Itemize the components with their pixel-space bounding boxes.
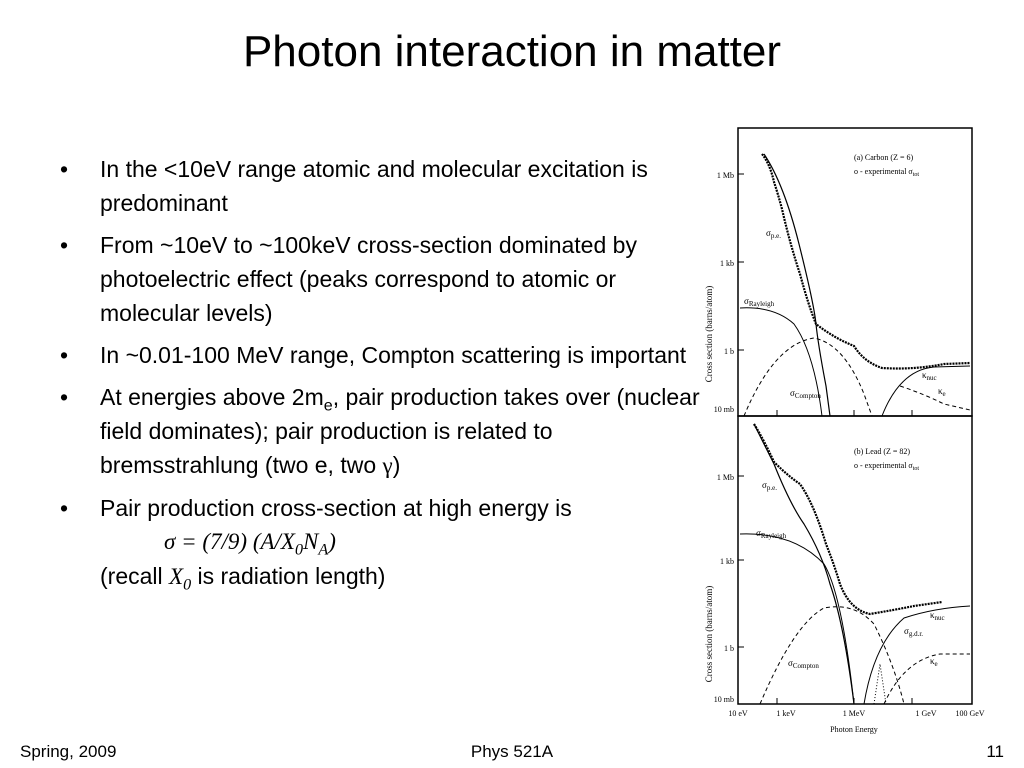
bullet-item: • From ~10eV to ~100keV cross-section do… [60,228,700,330]
label-photoelectric: σp.e. [766,228,781,240]
formula-subscript: A [318,541,329,559]
xtick-label: 1 GeV [915,709,936,718]
formula-part: ) [328,529,336,554]
bullet-item: • In the <10eV range atomic and molecula… [60,152,700,220]
panel-b-title: (b) Lead (Z = 82) [854,447,910,456]
experimental-total-curve [753,423,943,616]
ytick-label: 1 b [724,347,734,356]
label-kappa-e: κe [938,386,946,398]
panel-b-curves [739,423,971,705]
recall-text: is radiation length) [191,563,386,589]
footer-page-number: 11 [986,742,1004,761]
footer-date: Spring, 2009 [20,742,117,761]
kappa-nuc-curve [863,605,971,705]
bullet-text-part: At energies above 2m [100,384,324,410]
formula-part: σ = (7/9) (A/X [164,529,295,554]
bullet-marker: • [60,342,69,368]
compton-curve [759,606,905,705]
kappa-e-curve [899,385,971,411]
bullet-marker: • [60,495,69,521]
axis-ticks [738,173,913,704]
label-kappa-nuc: κnuc [922,370,937,382]
bullet-item: • At energies above 2me, pair production… [60,380,700,483]
bullet-text: In the <10eV range atomic and molecular … [100,156,648,216]
electron-mass-subscript: e [323,396,333,415]
figure-xlabel: Photon Energy [830,725,878,734]
panel-a-title: (a) Carbon (Z = 6) [854,153,913,162]
radiation-length-subscript: 0 [183,576,192,594]
bullet-text-part: ) [392,452,401,478]
label-compton: σCompton [788,658,819,670]
ytick-label: 1 kb [720,259,734,268]
bullet-text-part: , pair production takes over (nuclear fi… [100,384,700,478]
label-compton: σCompton [790,388,821,400]
recall-text: (recall [100,563,170,589]
label-kappa-e: κe [930,656,938,668]
slide-title: Photon interaction in matter [242,27,782,76]
xtick-label: 1 keV [776,709,796,718]
figure-ylabel: Cross section (barns/atom) [704,286,714,382]
panel-b-legend: o - experimental σtot [854,461,919,472]
radiation-length-symbol: X [169,564,184,589]
rayleigh-curve [739,533,855,705]
formula-subscript: 0 [294,541,304,559]
cross-section-figure: Cross section (barns/atom) Cross section… [704,127,985,734]
bullet-text: In ~0.01-100 MeV range, Compton scatteri… [100,342,687,368]
xtick-label: 1 MeV [843,709,866,718]
ytick-label: 1 kb [720,557,734,566]
recall-note: (recall X0 is radiation length) [100,563,386,593]
label-kappa-nuc: κnuc [930,610,945,622]
panel-a-curves [739,153,971,417]
rayleigh-curve [739,307,823,417]
xtick-label: 10 eV [728,709,748,718]
ytick-label: 10 mb [714,695,734,704]
ytick-label: 1 b [724,644,734,653]
panel-a-legend: o - experimental σtot [854,167,919,178]
pair-production-formula: σ = (7/9) (A/X0NA) [100,525,700,559]
formula-part: N [303,529,319,554]
bullet-item: • In ~0.01-100 MeV range, Compton scatte… [60,338,700,372]
ytick-label: 1 Mb [717,171,734,180]
bullet-list: • In the <10eV range atomic and molecula… [60,152,700,602]
bullet-marker: • [60,232,69,258]
bullet-text: Pair production cross-section at high en… [100,495,572,521]
xtick-label: 100 GeV [955,709,984,718]
kappa-nuc-curve [881,365,971,417]
bullet-marker: • [60,156,69,182]
ytick-label: 1 Mb [717,473,734,482]
bullet-marker: • [60,384,69,410]
experimental-total-curve [761,153,971,370]
gamma-symbol: γ [382,453,393,478]
figure-ylabel: Cross section (barns/atom) [704,586,714,682]
footer-course: Phys 521A [470,742,554,761]
bullet-text: From ~10eV to ~100keV cross-section domi… [100,232,637,326]
ytick-label: 10 mb [714,405,734,414]
gdr-curve [873,663,887,705]
compton-curve [743,337,873,417]
label-photoelectric: σp.e. [762,480,777,492]
label-rayleigh: σRayleigh [744,296,775,308]
label-rayleigh: σRayleigh [756,528,787,540]
kappa-e-curve [883,653,970,705]
label-gdr: σg.d.r. [904,626,923,638]
photoelectric-curve [763,153,831,417]
bullet-text: At energies above 2me, pair production t… [100,384,700,478]
bullet-item: • Pair production cross-section at high … [60,491,700,594]
